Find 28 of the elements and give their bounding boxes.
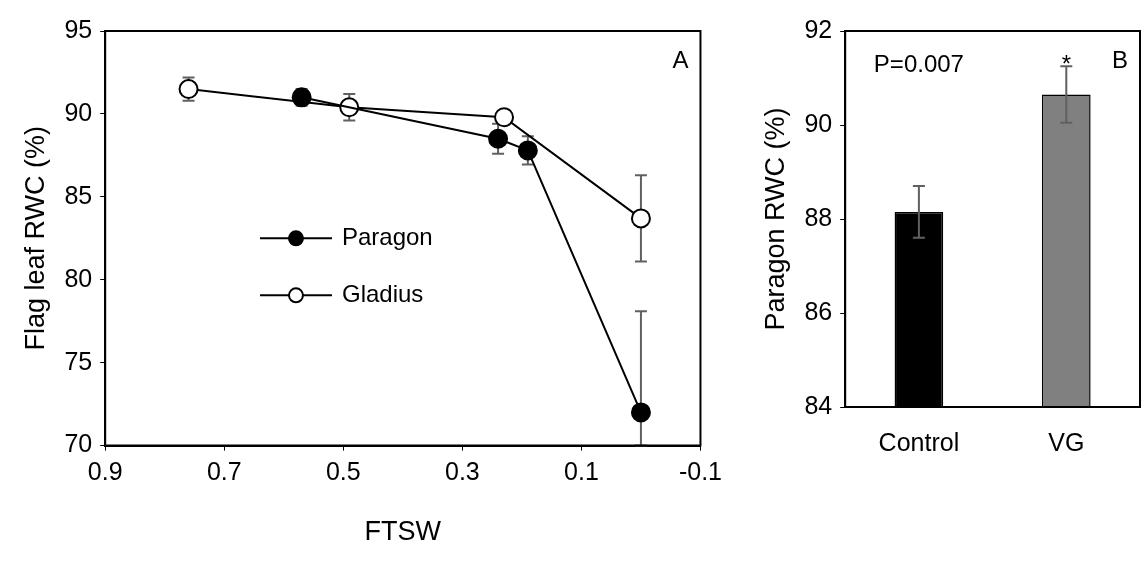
annotation: A (672, 45, 689, 73)
y-axis-title: Paragon RWC (%) (759, 107, 790, 331)
x-tick-label: 0.7 (206, 457, 242, 486)
y-tick-label: 90 (804, 108, 833, 137)
y-tick-label: 84 (804, 390, 833, 419)
annotation: * (1061, 49, 1071, 77)
y-tick-label: 80 (64, 263, 93, 292)
legend-label: Gladius (341, 279, 424, 307)
y-tick-label: 92 (804, 14, 833, 43)
x-tick-label: 0.5 (325, 457, 361, 486)
x-tick-label: VG (1048, 427, 1085, 456)
y-tick-label: 90 (64, 97, 93, 126)
x-tick-label: 0.1 (564, 457, 599, 486)
y-tick-label: 86 (804, 296, 833, 325)
x-axis-title: FTSW (364, 516, 442, 547)
x-tick-label: Control (878, 427, 960, 456)
x-tick-label: 0.9 (87, 457, 123, 486)
x-tick-label: 0.3 (444, 457, 480, 486)
annotation: P=0.007 (873, 49, 964, 77)
y-tick-label: 85 (64, 180, 93, 209)
annotation: B (1111, 45, 1128, 73)
y-tick-label: 88 (804, 202, 833, 231)
y-tick-label: 75 (64, 346, 93, 375)
legend-label: Paragon (341, 222, 433, 250)
x-tick-label: -0.1 (678, 457, 723, 486)
y-axis-title: Flag leaf RWC (%) (19, 126, 50, 351)
y-tick-label: 70 (64, 429, 93, 458)
y-tick-label: 95 (64, 14, 93, 43)
